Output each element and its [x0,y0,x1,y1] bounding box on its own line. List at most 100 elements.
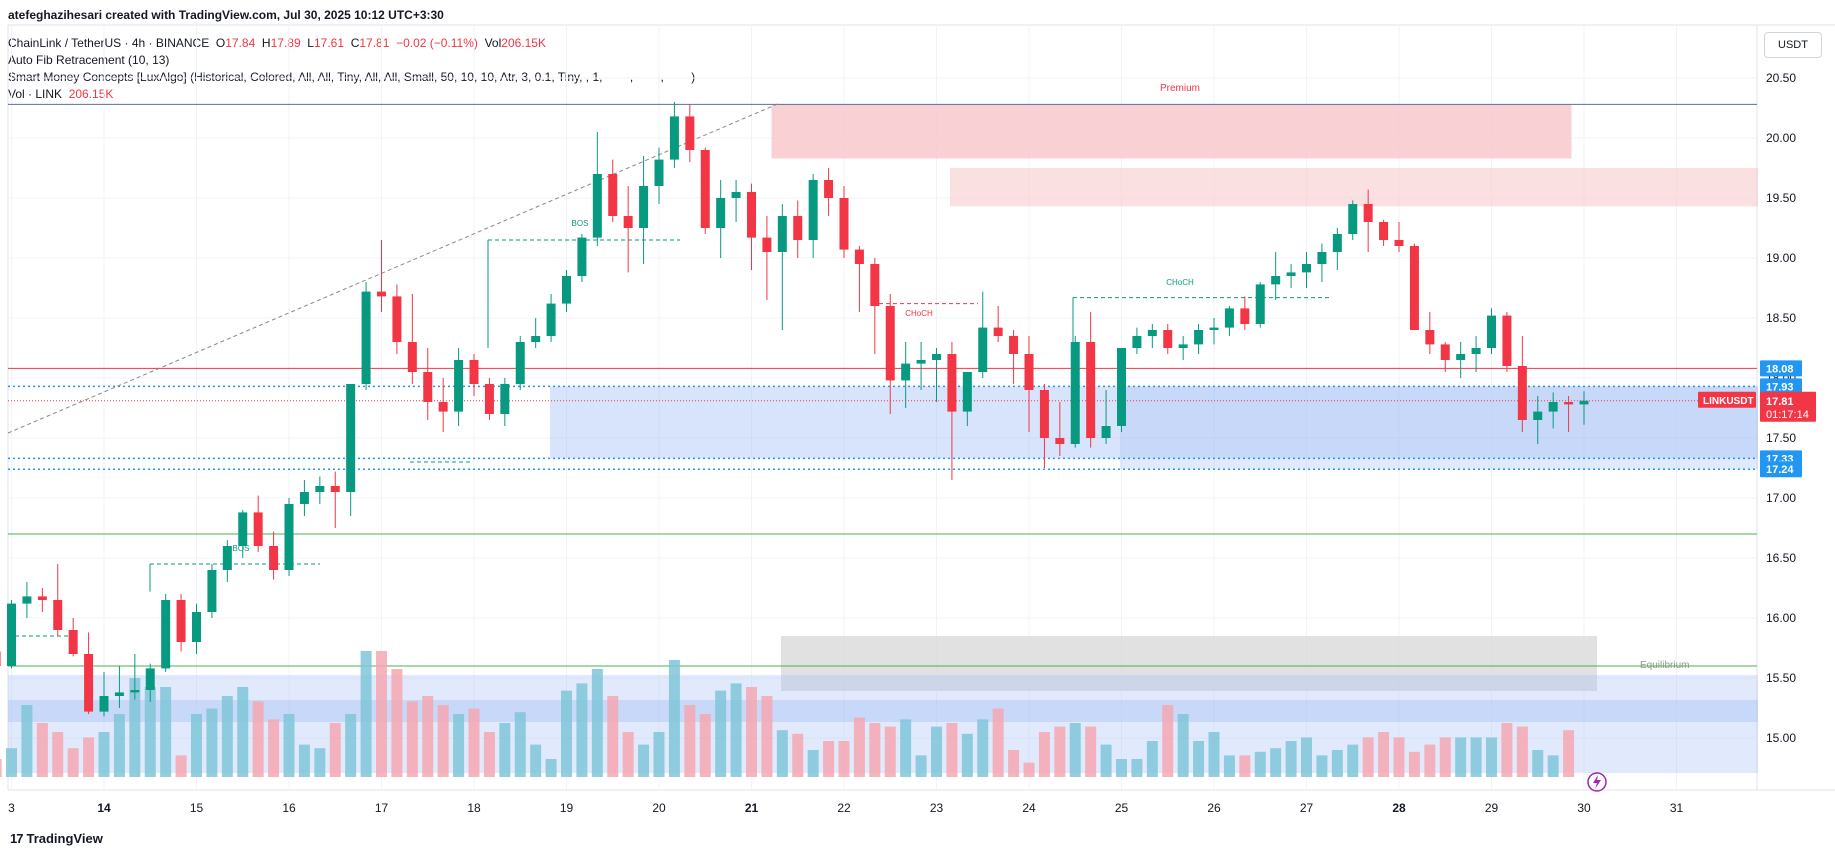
candle-body [1024,354,1034,390]
volume-bar [52,732,64,777]
volume-bar [900,719,912,777]
tradingview-brand: TradingView [26,831,103,846]
y-tick-label: 17.50 [1766,431,1796,445]
candle-body [1178,344,1188,348]
choch-label-2: CHoCH [1166,278,1194,287]
candle-body [1379,222,1389,240]
x-tick-label: 20 [652,801,666,815]
candle-body [1132,336,1142,348]
candle-body [870,264,880,306]
volume-bar [607,696,619,777]
volume-bar [1254,751,1266,777]
candle-body [1209,327,1219,330]
volume-bar [283,714,295,777]
volume-bar [1069,723,1081,777]
candle-body [315,486,325,492]
volume-bar [499,723,511,777]
volume-bar [1516,726,1528,777]
x-tick-label: 21 [745,801,759,815]
candle-body [854,249,864,264]
candle-body [392,296,402,342]
candle-body [1055,438,1065,444]
y-tick-label: 19.00 [1766,251,1796,265]
indicator-smc[interactable]: Smart Money Concepts [LuxAlgo] (Historic… [8,70,696,84]
volume-bar [684,705,696,777]
volume-bar [931,726,942,777]
candle-body [962,372,972,412]
volume-value: 206.15K [501,36,546,50]
volume-bar [1563,730,1575,777]
tradingview-logo[interactable]: 17 TradingView [10,831,103,846]
volume-bar [1408,751,1420,777]
bos-label-2: BOS [233,544,250,553]
price-tag-label: 17.24 [1766,464,1794,476]
x-tick-label: 23 [930,801,944,815]
volume-bar [884,726,896,777]
demand-zone [550,386,1758,459]
volume-bar [1424,744,1436,777]
price-tag-label: 18.08 [1766,363,1794,375]
candle-body [1009,336,1019,354]
candle-body [947,354,957,412]
candle-body [716,198,726,228]
candle-body [330,486,340,492]
currency-selector[interactable]: USDT [1764,32,1822,58]
volume-bar [961,733,973,777]
candle-body [1039,390,1049,438]
volume-bar [1239,755,1251,777]
volume-bar [545,759,557,777]
volume-label: Vol [484,36,502,50]
volume-bar [946,723,958,777]
low-label: L [307,36,314,50]
indicator-volume[interactable]: Vol · LINK 206.15K [8,87,113,101]
candle-body [284,504,294,570]
volume-bar [1378,732,1390,777]
candle-body [546,303,556,336]
volume-bar [1162,705,1174,777]
symbol-name[interactable]: ChainLink / TetherUS · 4h · BINANCE [8,36,210,50]
x-tick-label: 15 [190,801,204,815]
tradingview-logo-icon: 17 [10,831,24,846]
volume-bar [329,723,341,777]
volume-bar [1316,755,1328,777]
candle-body [1348,204,1358,234]
volume-bar [360,651,372,777]
candle-body [1548,402,1558,412]
candle-body [1224,308,1234,328]
volume-bar [160,687,172,777]
discount-zone-inner [8,700,1758,722]
lightning-icon [1587,772,1607,792]
x-tick-label: 29 [1485,801,1499,815]
volume-bar [1347,744,1359,777]
volume-bar [823,741,835,777]
volume-bar [699,714,711,777]
volume-bar [437,705,449,777]
volume-bar [221,696,233,777]
candle-body [1163,330,1173,348]
candle-body [454,360,464,412]
y-tick-label: 19.50 [1766,191,1796,205]
volume-bar [1301,737,1312,777]
candle-body [993,327,1003,336]
volume-bar [576,683,588,777]
volume-bar [915,755,927,777]
indicator-fib[interactable]: Auto Fib Retracement (10, 13) [8,53,170,67]
candle-body [623,216,633,228]
x-tick-label: 16 [282,801,296,815]
candle-body [99,696,109,712]
volume-bar [1501,723,1513,777]
volume-bar [776,730,788,777]
x-tick-label: 14 [97,801,111,815]
volume-bar [1439,737,1451,777]
candle-body [423,372,433,402]
candle-body [222,546,232,570]
volume-bar [977,719,989,777]
candle-body [1240,308,1250,324]
supply-zone [950,168,1758,207]
x-tick-label: 31 [1670,801,1684,815]
candle-body [562,276,571,304]
high-label: H [261,36,271,50]
candle-body [484,384,494,414]
candle-body [808,180,818,240]
